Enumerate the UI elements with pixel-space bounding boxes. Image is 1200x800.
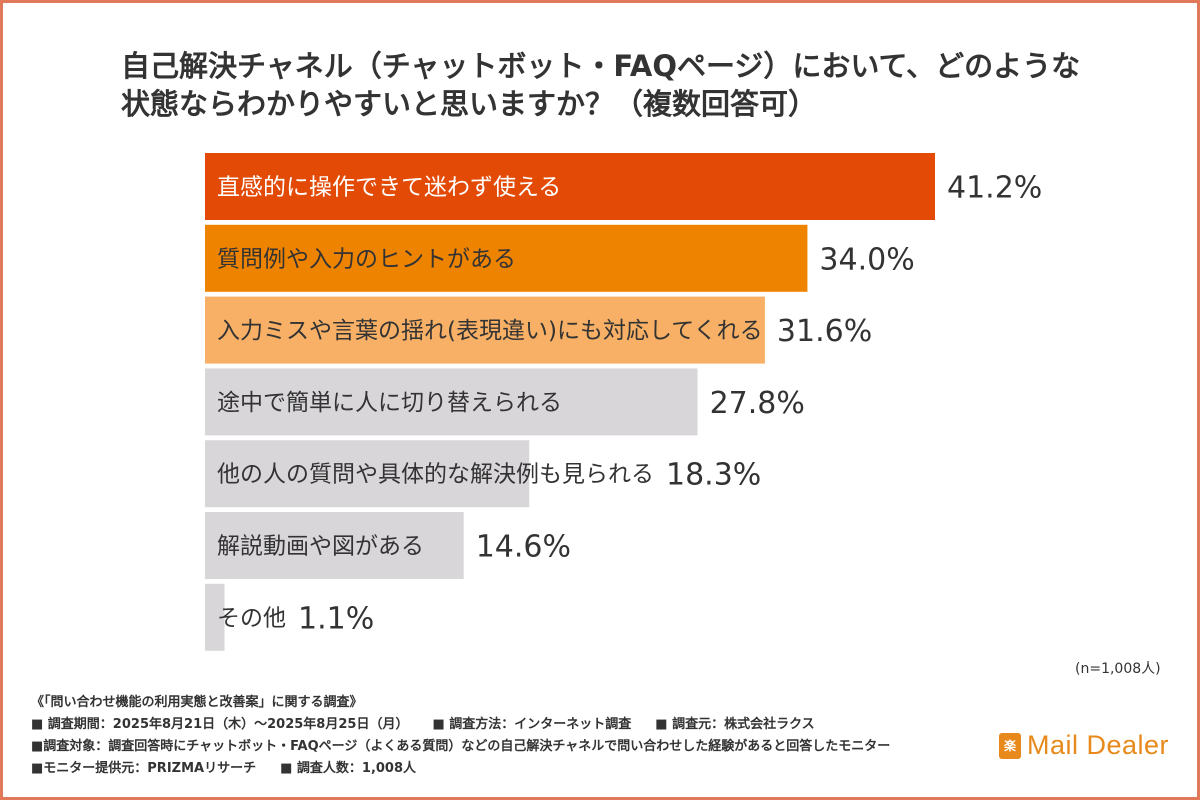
bar-value-label-6: 14.6% — [476, 530, 571, 565]
bar-chart: 直感的に操作できて迷わず使える 41.2% 質問例や入力のヒントがある 34.0% 入力… — [205, 153, 1042, 651]
logo-text: Mail Dealer — [1027, 730, 1170, 760]
bar-6 — [205, 512, 464, 579]
bar-5 — [205, 440, 530, 508]
bar-value-label-4: 27.8% — [710, 386, 805, 421]
survey-footer: 《「問い合わせ機能の利用実態と改善案」に関する調査》 ■ 調査期間：2025年8… — [31, 692, 890, 780]
survey-title: 《「問い合わせ機能の利用実態と改善案」に関する調査》 — [31, 695, 363, 710]
survey-target: ■調査対象：調査回答時にチャットボット・FAQページ（よくある質問）などの自己解… — [31, 739, 891, 754]
survey-provider: ■モニター提供元：PRIZMAリサーチ — [31, 761, 257, 776]
survey-organizer: ■ 調査元：株式会社ラクス — [655, 717, 815, 732]
bar-2 — [205, 224, 808, 292]
sample-size-note: (n=1,008人) — [1075, 661, 1161, 677]
bar-1 — [205, 153, 935, 220]
bar-category-label-3: 入力ミスや言葉の揺れ(表現違い)にも対応してくれる — [217, 318, 763, 344]
bar-category-label-7: その他 — [217, 605, 286, 631]
bar-value-label-1: 41.2% — [947, 171, 1042, 206]
chart-title-line-2: 状態ならわかりやすいと思いますか？（複数回答可） — [121, 87, 818, 121]
survey-meta-row: ■ 調査期間：2025年8月21日（木）〜2025年8月25日（月） ■ 調査方法… — [31, 714, 890, 736]
chart-title-line-1: 自己解決チャネル（チャットボット・FAQページ）において、どのような — [121, 49, 1081, 83]
bar-category-label-5: 他の人の質問や具体的な解決例も見られる — [217, 462, 654, 488]
mail-dealer-logo: 楽 Mail Dealer — [999, 730, 1169, 761]
bar-value-label-2: 34.0% — [819, 242, 914, 277]
survey-method: ■ 調査方法：インターネット調査 — [432, 717, 632, 732]
bar-category-label-1: 直感的に操作できて迷わず使える — [217, 175, 561, 201]
survey-respondents: ■ 調査人数：1,008人 — [280, 761, 417, 776]
bar-category-label-4: 途中で簡単に人に切り替えられる — [217, 390, 562, 416]
logo-badge-icon: 楽 — [999, 732, 1021, 759]
bar-4 — [205, 368, 698, 436]
bar-value-label-3: 31.6% — [777, 314, 872, 349]
bar-category-label-6: 解説動画や図がある — [217, 534, 424, 560]
bar-category-label-2: 質問例や入力のヒントがある — [217, 246, 516, 272]
bar-value-label-7: 1.1% — [298, 601, 374, 636]
bar-3 — [205, 296, 765, 364]
survey-period: ■ 調査期間：2025年8月21日（木）〜2025年8月25日（月） — [31, 717, 409, 732]
bar-value-label-5: 18.3% — [666, 458, 761, 493]
chart-title: 自己解決チャネル（チャットボット・FAQページ）において、どのような 状態ならわ… — [121, 47, 1121, 123]
bar-7 — [205, 583, 225, 651]
survey-provider-row: ■モニター提供元：PRIZMAリサーチ ■ 調査人数：1,008人 — [31, 758, 890, 780]
